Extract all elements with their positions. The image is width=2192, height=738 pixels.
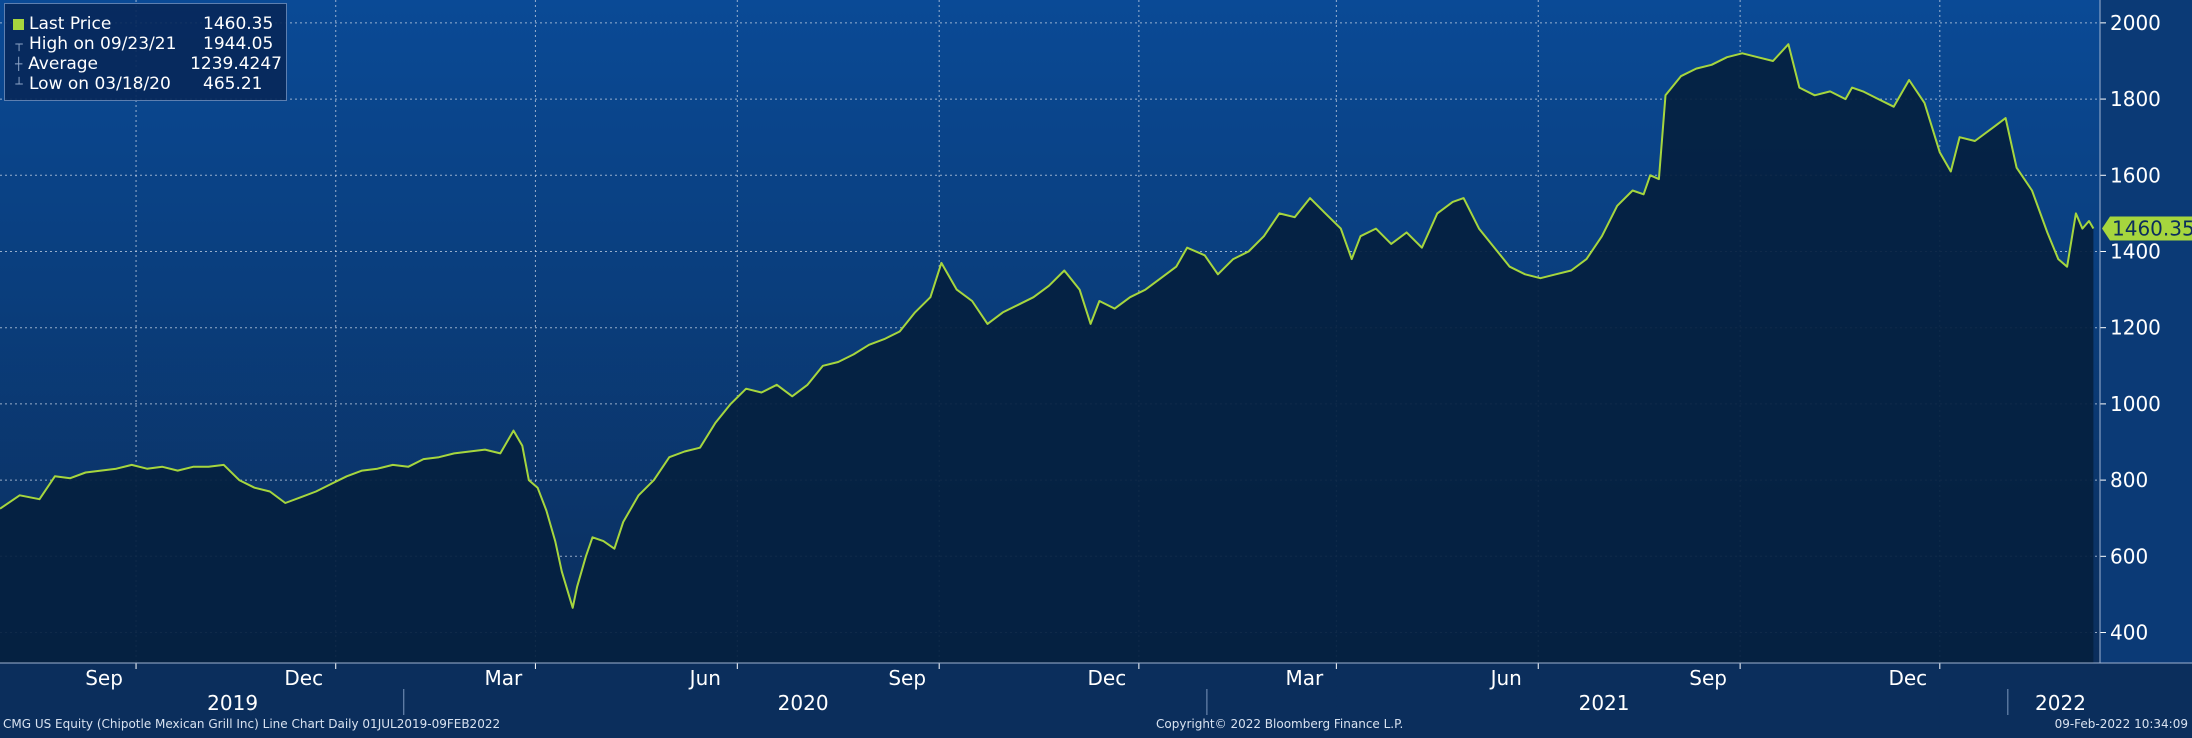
axes: 400 600 800 1000 1200 1400 1600 1800 2000 Sep Dec M… bbox=[0, 0, 2192, 715]
last-price-swatch-icon bbox=[13, 18, 24, 30]
right-axis-strip bbox=[2100, 0, 2192, 663]
x-month-label: Sep bbox=[85, 666, 123, 690]
y-tick-label: 1000 bbox=[2110, 392, 2161, 416]
x-month-label: Mar bbox=[1285, 666, 1324, 690]
bottom-axis-strip bbox=[0, 663, 2192, 715]
price-line bbox=[0, 43, 2095, 609]
x-year-label: 2019 bbox=[207, 691, 258, 715]
last-price-label: 1460.35 bbox=[2112, 216, 2192, 240]
legend-item-last-price: Last Price 1460.35 bbox=[13, 14, 282, 34]
y-tick-label: 600 bbox=[2110, 544, 2148, 568]
y-tick-label: 400 bbox=[2110, 621, 2148, 645]
y-tick-label: 1200 bbox=[2110, 316, 2161, 340]
legend: Last Price 1460.35 ┬ High on 09/23/21 19… bbox=[4, 3, 287, 101]
low-tick-icon: ┴ bbox=[15, 77, 23, 91]
legend-value: 465.21 bbox=[203, 74, 263, 94]
x-year-label: 2021 bbox=[1579, 691, 1630, 715]
footer-copyright: Copyright© 2022 Bloomberg Finance L.P. bbox=[1156, 717, 1404, 731]
legend-label: Average bbox=[28, 54, 98, 74]
x-month-label: Dec bbox=[284, 666, 323, 690]
price-area-fill bbox=[0, 44, 2094, 663]
y-tick-label: 1800 bbox=[2110, 87, 2161, 111]
legend-label: High on 09/23/21 bbox=[29, 34, 177, 54]
legend-item-high: ┬ High on 09/23/21 1944.05 bbox=[13, 34, 282, 54]
legend-value: 1944.05 bbox=[203, 34, 274, 54]
legend-item-average: ┼ Average 1239.4247 bbox=[13, 54, 282, 74]
y-tick-label: 800 bbox=[2110, 468, 2148, 492]
x-month-label: Dec bbox=[1088, 666, 1127, 690]
x-month-label: Jun bbox=[1489, 666, 1522, 690]
y-tick-label: 1600 bbox=[2110, 163, 2161, 187]
legend-value: 1239.4247 bbox=[190, 54, 282, 74]
high-tick-icon: ┬ bbox=[15, 37, 23, 51]
footer-timestamp: 09-Feb-2022 10:34:09 bbox=[2054, 717, 2188, 731]
legend-label: Last Price bbox=[29, 14, 112, 34]
x-year-label: 2020 bbox=[778, 691, 829, 715]
legend-value: 1460.35 bbox=[203, 14, 274, 34]
last-price-tag bbox=[2102, 216, 2192, 241]
legend-item-low: ┴ Low on 03/18/20 465.21 bbox=[13, 74, 282, 94]
x-year-label: 2022 bbox=[2035, 691, 2086, 715]
x-month-label: Sep bbox=[888, 666, 926, 690]
x-month-label: Mar bbox=[485, 666, 524, 690]
price-area bbox=[0, 43, 2095, 663]
y-tick-label: 2000 bbox=[2110, 11, 2161, 35]
x-month-label: Sep bbox=[1689, 666, 1727, 690]
footer-chart-description: CMG US Equity (Chipotle Mexican Grill In… bbox=[3, 717, 501, 731]
footer: CMG US Equity (Chipotle Mexican Grill In… bbox=[0, 715, 2192, 734]
y-tick-label: 1400 bbox=[2110, 239, 2161, 263]
x-month-label: Dec bbox=[1888, 666, 1927, 690]
legend-label: Low on 03/18/20 bbox=[29, 74, 171, 94]
x-month-label: Jun bbox=[688, 666, 721, 690]
average-tick-icon: ┼ bbox=[14, 57, 23, 71]
